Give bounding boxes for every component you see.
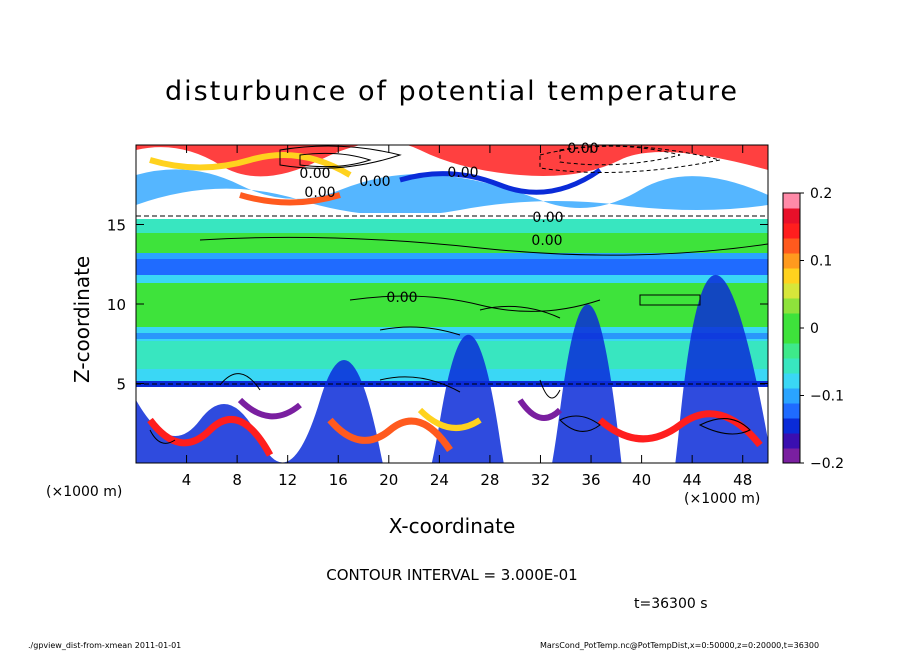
- x-unit-label-left: (×1000 m): [46, 484, 123, 500]
- x-tick-label: 28: [480, 471, 499, 489]
- y-axis-label: Z-coordinate: [70, 255, 94, 383]
- chart-title: disturbunce of potential temperature: [165, 76, 739, 107]
- x-tick-label: 8: [232, 471, 242, 489]
- colorbar: 0.2 0.1 0 −0.1 −0.2: [782, 186, 844, 472]
- colorbar-swatch: [783, 223, 800, 239]
- colorbar-swatch: [783, 433, 800, 449]
- x-tick-label: 44: [683, 471, 702, 489]
- x-axis-label: X-coordinate: [388, 514, 516, 538]
- y-tick-label: 15: [107, 217, 126, 235]
- contour-label: 0.00: [386, 290, 417, 306]
- x-tick-label: 40: [632, 471, 651, 489]
- footer-right: MarsCond_PotTemp.nc@PotTempDist,x=0:5000…: [540, 641, 820, 650]
- colorbar-tick-label: 0.1: [810, 254, 832, 270]
- time-label: t=36300 s: [634, 596, 708, 612]
- contour-label: 0.00: [299, 166, 330, 182]
- y-axis-ticks: 5 10 15: [107, 217, 768, 394]
- x-tick-label: 12: [278, 471, 297, 489]
- x-unit-label-right: (×1000 m): [684, 491, 761, 507]
- colorbar-swatch: [783, 388, 800, 404]
- colorbar-swatch: [783, 343, 800, 359]
- y-tick-label: 5: [116, 376, 126, 394]
- colorbar-swatch: [783, 298, 800, 314]
- contour-label: 0.00: [359, 174, 390, 190]
- colorbar-swatch: [783, 283, 800, 299]
- plot-area: [136, 145, 768, 463]
- x-tick-label: 16: [329, 471, 348, 489]
- colorbar-swatch: [783, 253, 800, 269]
- x-tick-label: 20: [379, 471, 398, 489]
- colorbar-tick-label: 0: [810, 321, 819, 337]
- colorbar-swatch: [783, 403, 800, 419]
- x-axis-ticks: 4 8 12 16 20 24 28 32 36 40 44 48: [182, 145, 752, 489]
- contour-label: 0.00: [532, 210, 563, 226]
- colorbar-swatch: [783, 358, 800, 374]
- contour-label: 0.00: [531, 233, 562, 249]
- colorbar-tick-label: −0.2: [810, 456, 844, 472]
- footer-left: ./gpview_dist-from-xmean 2011-01-01: [28, 641, 182, 650]
- x-tick-label: 32: [531, 471, 550, 489]
- x-tick-label: 4: [182, 471, 192, 489]
- x-tick-label: 48: [733, 471, 752, 489]
- y-tick-label: 10: [107, 296, 126, 314]
- colorbar-swatch: [783, 208, 800, 224]
- colorbar-swatch: [783, 418, 800, 434]
- colorbar-tick-label: 0.2: [810, 186, 832, 202]
- colorbar-swatch: [783, 238, 800, 254]
- contour-label: 0.00: [567, 141, 598, 157]
- contour-label: 0.00: [447, 165, 478, 181]
- contour-labels: 0.00 0.00 0.00 0.00 0.00 0.00 0.00 0.00: [299, 141, 598, 306]
- colorbar-swatch: [783, 448, 800, 464]
- colorbar-swatch: [783, 313, 800, 329]
- contour-interval: CONTOUR INTERVAL = 3.000E-01: [326, 566, 578, 584]
- colorbar-swatch: [783, 373, 800, 389]
- contour-label: 0.00: [304, 185, 335, 201]
- colorbar-swatch: [783, 268, 800, 284]
- x-tick-label: 36: [581, 471, 600, 489]
- x-tick-label: 24: [430, 471, 449, 489]
- colorbar-swatch: [783, 193, 800, 209]
- colorbar-swatch: [783, 328, 800, 344]
- colorbar-tick-label: −0.1: [810, 389, 844, 405]
